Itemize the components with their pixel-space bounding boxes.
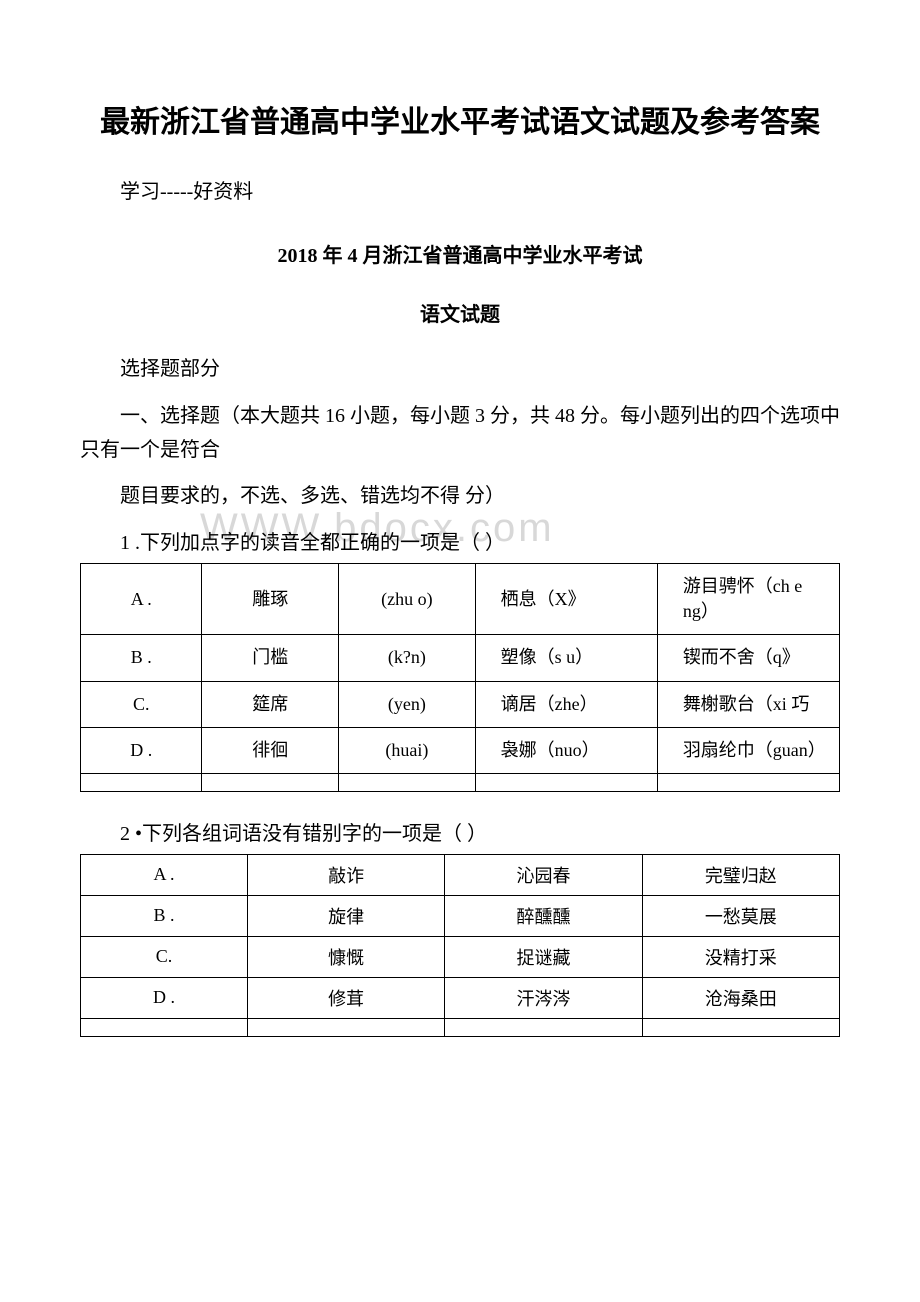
table-row: B . 旋律 醉醺醺 一愁莫展 bbox=[81, 895, 840, 936]
cell: 雕琢 bbox=[202, 564, 339, 635]
cell: 门槛 bbox=[202, 635, 339, 681]
option-label: D . bbox=[81, 727, 202, 773]
cell: 袅娜（nuo） bbox=[475, 727, 657, 773]
cell: 修茸 bbox=[247, 977, 444, 1018]
cell: 谪居（zhe） bbox=[475, 681, 657, 727]
cell: 徘徊 bbox=[202, 727, 339, 773]
cell: 汗涔涔 bbox=[445, 977, 642, 1018]
cell: 没精打采 bbox=[642, 936, 839, 977]
cell: 游目骋怀（ch e ng） bbox=[657, 564, 839, 635]
cell: 筵席 bbox=[202, 681, 339, 727]
table-row: B . 门槛 (k?n) 塑像（s u） 锲而不舍（q》 bbox=[81, 635, 840, 681]
cell: 锲而不舍（q》 bbox=[657, 635, 839, 681]
option-label: C. bbox=[81, 681, 202, 727]
exam-subtitle: 2018 年 4 月浙江省普通高中学业水平考试 bbox=[80, 239, 840, 268]
cell: 沁园春 bbox=[445, 854, 642, 895]
cell: 捉谜藏 bbox=[445, 936, 642, 977]
question-2-table: A . 敲诈 沁园春 完璧归赵 B . 旋律 醉醺醺 一愁莫展 C. 慷慨 捉谜… bbox=[80, 854, 840, 1037]
cell: 沧海桑田 bbox=[642, 977, 839, 1018]
table-row: D . 徘徊 (huai) 袅娜（nuo） 羽扇纶巾（guan） bbox=[81, 727, 840, 773]
instruction-line-1: 一、选择题（本大题共 16 小题，每小题 3 分，共 48 分。每小题列出的四个… bbox=[80, 399, 840, 467]
cell: 栖息（X》 bbox=[475, 564, 657, 635]
instruction-line-2: 题目要求的，不选、多选、错选均不得 分） bbox=[80, 479, 840, 508]
cell: 慷慨 bbox=[247, 936, 444, 977]
option-label: B . bbox=[81, 635, 202, 681]
document-title: 最新浙江省普通高中学业水平考试语文试题及参考答案 bbox=[80, 100, 840, 145]
option-label: A . bbox=[81, 564, 202, 635]
section-label: 选择题部分 bbox=[80, 352, 840, 381]
cell: 羽扇纶巾（guan） bbox=[657, 727, 839, 773]
resource-note: 学习-----好资料 bbox=[80, 175, 840, 204]
table-row: C. 慷慨 捉谜藏 没精打采 bbox=[81, 936, 840, 977]
cell: (k?n) bbox=[339, 635, 476, 681]
cell: 敲诈 bbox=[247, 854, 444, 895]
cell: (zhu o) bbox=[339, 564, 476, 635]
table-row: C. 筵席 (yen) 谪居（zhe） 舞榭歌台（xi 巧 bbox=[81, 681, 840, 727]
option-label: C. bbox=[81, 936, 248, 977]
table-row-empty bbox=[81, 1018, 840, 1036]
table-row: A . 敲诈 沁园春 完璧归赵 bbox=[81, 854, 840, 895]
option-label: D . bbox=[81, 977, 248, 1018]
cell: (yen) bbox=[339, 681, 476, 727]
option-label: A . bbox=[81, 854, 248, 895]
cell: (huai) bbox=[339, 727, 476, 773]
table-row: A . 雕琢 (zhu o) 栖息（X》 游目骋怀（ch e ng） bbox=[81, 564, 840, 635]
cell: 醉醺醺 bbox=[445, 895, 642, 936]
question-1-table: A . 雕琢 (zhu o) 栖息（X》 游目骋怀（ch e ng） B . 门… bbox=[80, 563, 840, 792]
table-row: D . 修茸 汗涔涔 沧海桑田 bbox=[81, 977, 840, 1018]
cell: 旋律 bbox=[247, 895, 444, 936]
cell: 舞榭歌台（xi 巧 bbox=[657, 681, 839, 727]
subject-label: 语文试题 bbox=[80, 298, 840, 327]
cell: 一愁莫展 bbox=[642, 895, 839, 936]
question-2-text: 2 •下列各组词语没有错别字的一项是（ ） bbox=[80, 817, 840, 846]
cell: 完璧归赵 bbox=[642, 854, 839, 895]
question-1-text: 1 .下列加点字的读音全都正确的一项是（ ） bbox=[80, 526, 840, 555]
cell: 塑像（s u） bbox=[475, 635, 657, 681]
table-row-empty bbox=[81, 773, 840, 791]
option-label: B . bbox=[81, 895, 248, 936]
